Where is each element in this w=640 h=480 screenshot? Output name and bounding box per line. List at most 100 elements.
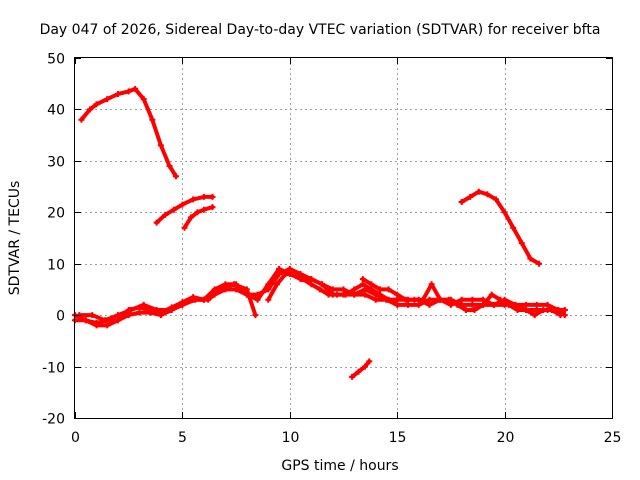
data-point — [523, 307, 530, 313]
x-tick-label: 10 — [282, 430, 300, 446]
data-point — [87, 106, 94, 113]
data-point — [377, 286, 384, 293]
data-point — [153, 219, 160, 226]
data-point — [218, 286, 225, 293]
data-point — [548, 307, 555, 313]
data-point — [194, 209, 201, 216]
data-point — [230, 281, 237, 288]
data-point — [368, 281, 375, 288]
data-point — [402, 296, 409, 303]
data-point — [102, 317, 109, 324]
data-point — [523, 301, 530, 308]
x-tick-label: 0 — [71, 430, 80, 446]
data-point — [469, 296, 476, 303]
data-point — [172, 173, 179, 180]
data-point — [493, 196, 500, 203]
data-point — [411, 296, 418, 303]
data-point — [467, 193, 474, 200]
data-point — [265, 281, 272, 288]
data-point — [93, 322, 100, 329]
data-point — [394, 301, 401, 308]
data-point — [505, 301, 512, 308]
x-tick-label: 25 — [604, 430, 622, 446]
data-point — [273, 281, 280, 288]
data-point — [316, 286, 323, 293]
data-point — [140, 96, 147, 103]
data-point — [104, 96, 111, 103]
chart-title: Day 047 of 2026, Sidereal Day-to-day VTE… — [40, 22, 601, 38]
data-point — [140, 301, 147, 308]
data-point — [497, 296, 504, 303]
series-dip-segment — [350, 359, 372, 379]
data-point — [385, 296, 392, 303]
data-point — [166, 163, 173, 169]
data-point — [437, 296, 444, 303]
data-point — [187, 214, 194, 221]
data-point — [454, 301, 461, 308]
data-point — [252, 312, 259, 319]
data-point — [469, 301, 476, 308]
data-point — [415, 301, 422, 308]
data-point — [153, 307, 160, 313]
data-point — [291, 271, 298, 277]
data-point — [254, 296, 261, 303]
y-tick-label: 30 — [47, 155, 65, 171]
data-point — [535, 260, 542, 267]
data-point — [426, 296, 433, 303]
x-tick-label: 15 — [389, 430, 407, 446]
data-point — [200, 206, 207, 213]
data-point — [361, 363, 368, 370]
data-point — [286, 265, 293, 272]
data-point — [78, 116, 85, 123]
data-point — [351, 286, 358, 293]
data-point — [349, 373, 356, 380]
data-point — [93, 101, 100, 108]
data-point — [426, 301, 433, 308]
data-point — [475, 188, 482, 195]
data-point — [359, 281, 366, 288]
data-point — [518, 240, 525, 247]
data-point — [372, 296, 379, 303]
x-tick-label: 5 — [178, 430, 187, 446]
data-point — [308, 281, 315, 288]
data-point — [162, 211, 169, 218]
data-point — [179, 301, 186, 308]
y-tick-label: -20 — [42, 412, 65, 428]
data-point — [458, 296, 465, 303]
data-point — [205, 296, 212, 303]
data-point — [200, 193, 207, 200]
data-point — [190, 196, 197, 203]
data-point — [340, 286, 347, 293]
data-point — [557, 312, 564, 319]
data-point — [192, 296, 199, 303]
data-point — [282, 271, 289, 277]
data-point — [325, 291, 332, 298]
data-point — [125, 88, 132, 95]
data-point — [368, 286, 375, 293]
data-point — [514, 307, 521, 313]
data-point — [510, 224, 517, 231]
data-point — [243, 286, 250, 293]
data-point — [404, 301, 411, 308]
data-point — [385, 286, 392, 293]
data-point — [209, 193, 216, 200]
data-point — [233, 286, 240, 293]
data-point — [377, 291, 384, 298]
data-point — [209, 204, 216, 211]
data-point — [501, 209, 508, 216]
data-point — [82, 317, 89, 324]
data-point — [114, 317, 121, 324]
data-point — [170, 206, 177, 213]
data-point — [127, 307, 134, 313]
data-point — [276, 265, 283, 272]
data-point — [355, 368, 362, 375]
data-point — [166, 307, 173, 313]
data-point — [462, 307, 469, 313]
data-point — [299, 276, 306, 283]
series-group — [72, 85, 568, 380]
data-point — [157, 142, 164, 149]
data-point — [149, 116, 156, 123]
data-point — [114, 91, 121, 97]
data-point — [89, 312, 96, 319]
